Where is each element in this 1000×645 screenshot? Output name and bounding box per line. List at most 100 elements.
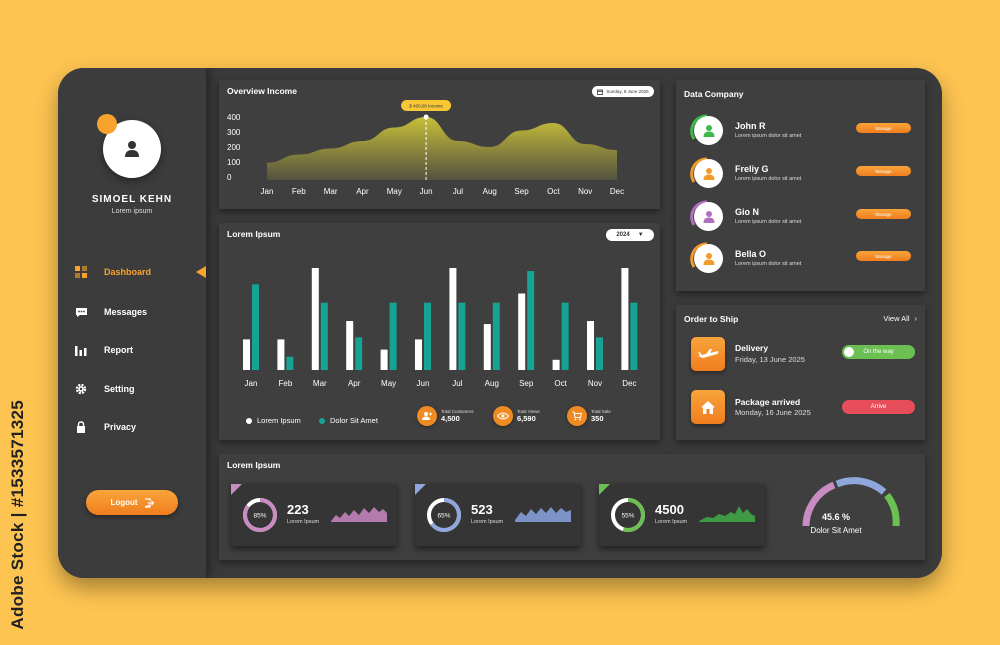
bar-dolor (630, 302, 638, 370)
legend-dot (319, 417, 325, 424)
bar-lorem (346, 321, 354, 370)
sidebar-item-messages[interactable]: Messages (74, 304, 147, 320)
x-tick-label: Oct (554, 379, 567, 388)
progress-ring: 55% (611, 498, 645, 532)
tile-label: Lorem Ipsum (655, 519, 688, 525)
overview-income-card: Overview Income Sunday, 8 June 2025 0 100… (219, 80, 660, 209)
manage-button[interactable]: Manage (856, 251, 911, 261)
company-row: Gio N Lorem ipsum dolor sit amet Manage (690, 200, 920, 232)
bar-lorem (311, 268, 319, 370)
x-tick-label: Feb (279, 379, 293, 388)
avatar-status-dot (97, 114, 117, 134)
status-badge-arrive[interactable]: Arrive (842, 400, 915, 414)
y-tick-label: 200 (227, 143, 241, 152)
company-desc: Lorem ipsum dolor sit amet (735, 219, 802, 225)
bar-chart: Jan Feb Mar Apr May Jun Jul Aug Sep Oct Nov Dec (243, 268, 638, 388)
year-select[interactable]: 2024 ▼ (606, 229, 654, 241)
stat-value: 4,500 (441, 414, 460, 423)
view-all-link[interactable]: View All › (883, 314, 917, 323)
sidebar-item-report[interactable]: Report (74, 342, 133, 358)
order-title: Package arrived (735, 397, 801, 407)
avatar[interactable] (694, 159, 723, 188)
user-icon (703, 125, 714, 137)
y-tick-label: 0 (227, 173, 232, 182)
stat-value: 350 (591, 414, 604, 423)
sidebar-item-label: Setting (104, 384, 135, 394)
bar-lorem (518, 293, 526, 370)
bottom-summary-card: Lorem Ipsum 85% 223 Lorem Ipsum 65% 523 … (219, 454, 925, 560)
x-tick-label: Nov (578, 187, 592, 196)
legend-label: Dolor Sit Amet (330, 416, 378, 425)
year-value: 2024 (616, 232, 630, 238)
avatar[interactable] (694, 202, 723, 231)
bottom-title: Lorem Ipsum (227, 460, 281, 470)
sidebar-item-setting[interactable]: Setting (74, 381, 135, 397)
bar-lorem (483, 324, 491, 370)
income-area (267, 117, 617, 180)
x-tick-label: Apr (356, 187, 369, 196)
manage-button[interactable]: Manage (856, 166, 911, 176)
y-tick-label: 400 (227, 113, 241, 122)
y-tick-label: 100 (227, 158, 241, 167)
bar-dolor (252, 284, 259, 370)
summary-tile-1: 85% 223 Lorem Ipsum (231, 484, 397, 546)
x-tick-label: Oct (547, 187, 560, 196)
company-name: John R (735, 121, 766, 131)
user-icon (703, 253, 714, 265)
bar-dolor (458, 302, 466, 370)
manage-button[interactable]: Manage (856, 209, 911, 219)
toggle-knob (844, 347, 854, 357)
sidebar-item-dashboard[interactable]: Dashboard (74, 264, 151, 280)
bar-dolor (527, 271, 535, 370)
x-tick-label: Aug (485, 379, 499, 388)
x-tick-label: Apr (348, 379, 361, 388)
tile-value: 223 (287, 502, 309, 517)
data-company-card: Data Company John R Lorem ipsum dolor sit… (676, 80, 925, 291)
x-tick-label: May (387, 187, 402, 196)
logout-button[interactable]: Logout (86, 490, 178, 515)
stat-total-sale: Total Sale 350 (567, 406, 611, 426)
stat-value: 6,590 (517, 414, 536, 423)
bar-lorem (587, 321, 594, 370)
income-tooltip (401, 100, 452, 111)
sparkline (331, 507, 387, 522)
bar-dolor (561, 302, 569, 370)
status-badge-on-the-way[interactable]: On the way (842, 345, 915, 359)
bar-dolor (355, 337, 363, 370)
tile-label: Lorem Ipsum (287, 519, 320, 525)
bar-dolor (596, 337, 603, 370)
order-date: Friday, 13 June 2025 (735, 355, 805, 364)
company-name: Freliy G (735, 164, 769, 174)
x-tick-label: Mar (313, 379, 327, 388)
active-nav-pointer (196, 266, 206, 278)
order-date: Monday, 16 June 2025 (735, 408, 811, 417)
x-tick-label: Jul (452, 379, 462, 388)
tile-corner (599, 484, 610, 495)
tile-value: 4500 (655, 502, 684, 517)
overview-title: Overview Income (227, 86, 297, 96)
sidebar-item-privacy[interactable]: Privacy (74, 419, 136, 435)
company-name: Bella O (735, 249, 767, 259)
manage-button[interactable]: Manage (856, 123, 911, 133)
bar-lorem (415, 339, 422, 370)
x-tick-label: Dec (610, 187, 624, 196)
avatar[interactable] (694, 116, 723, 145)
company-row: Bella O Lorem ipsum dolor sit amet Manage (690, 242, 920, 274)
user-icon (703, 211, 714, 223)
eye-icon (493, 406, 513, 426)
profile-avatar[interactable] (97, 114, 161, 178)
bar-dolor (424, 302, 431, 370)
sidebar-item-label: Dashboard (104, 267, 152, 277)
company-row: John R Lorem ipsum dolor sit amet Manage (690, 114, 920, 146)
logout-icon (144, 497, 154, 508)
lock-icon (74, 420, 88, 434)
bar-dolor (286, 356, 294, 370)
date-picker[interactable]: Sunday, 8 June 2025 (592, 86, 654, 97)
x-tick-label: Sep (514, 187, 529, 196)
user-icon (125, 141, 139, 157)
avatar[interactable] (694, 244, 723, 273)
income-tooltip-label: $ 400,00 Income (409, 104, 443, 109)
bar-lorem (277, 339, 285, 370)
tile-corner (231, 484, 242, 495)
tile-value: 523 (471, 502, 493, 517)
